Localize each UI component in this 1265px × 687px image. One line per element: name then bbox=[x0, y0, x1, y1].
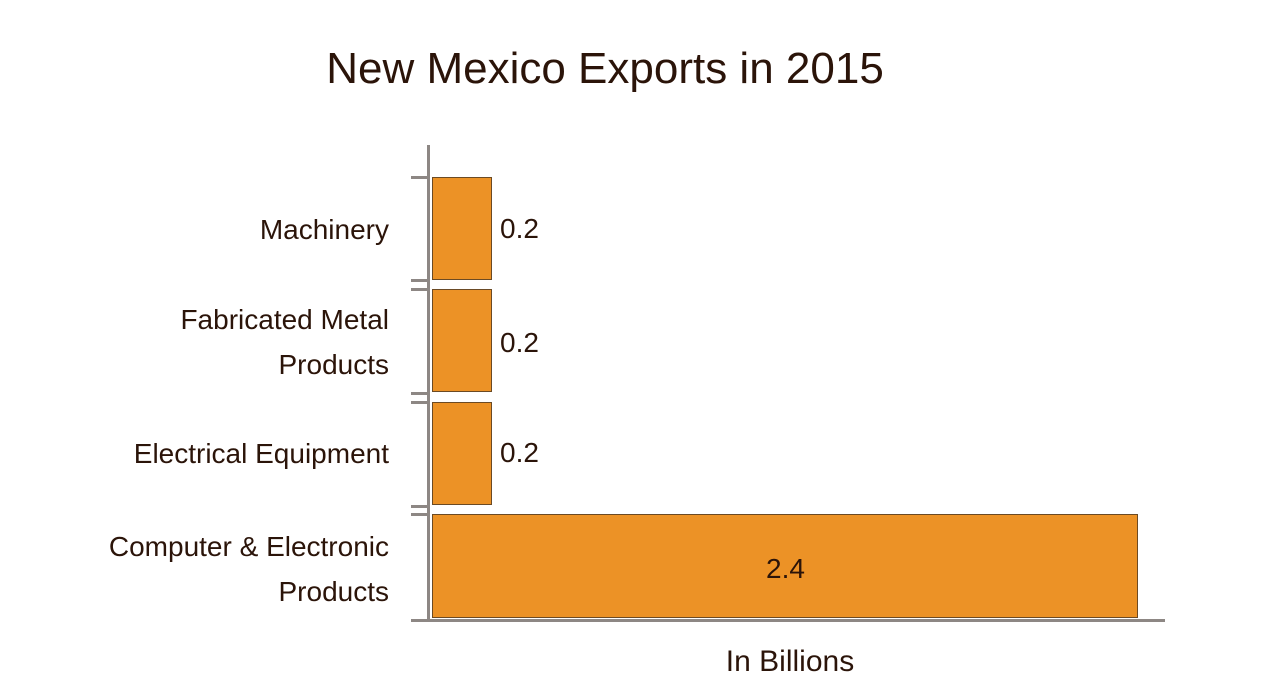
bar-fabricated-metal-products bbox=[432, 289, 492, 392]
category-label-line: Electrical Equipment bbox=[133, 438, 389, 469]
y-axis-tick bbox=[411, 401, 429, 404]
y-axis-tick bbox=[411, 505, 429, 508]
bar-machinery bbox=[432, 177, 492, 280]
bar-computer-electronic-products bbox=[432, 514, 1138, 618]
y-axis-tick bbox=[411, 176, 429, 179]
category-label-line: Machinery bbox=[259, 214, 389, 245]
value-label: 0.2 bbox=[500, 437, 539, 468]
y-axis-line bbox=[427, 145, 430, 622]
category-label-line: Computer & Electronic bbox=[108, 531, 389, 562]
x-axis-label: In Billions bbox=[725, 645, 855, 678]
category-label-computer-electronic-products: Computer & Electronic Products bbox=[109, 524, 389, 614]
chart-title: New Mexico Exports in 2015 bbox=[326, 44, 884, 93]
y-axis-tick bbox=[411, 288, 429, 291]
bar-electrical-equipment bbox=[432, 402, 492, 505]
value-label: 2.4 bbox=[766, 553, 805, 584]
y-axis-tick bbox=[411, 513, 429, 516]
value-label: 0.2 bbox=[500, 327, 539, 358]
x-axis-line bbox=[411, 619, 1165, 622]
category-label-fabricated-metal-products: Fabricated Metal Products bbox=[180, 297, 389, 387]
category-label-line: Products bbox=[278, 349, 390, 380]
category-label-electrical-equipment: Electrical Equipment bbox=[134, 431, 389, 476]
y-axis-tick bbox=[411, 279, 429, 282]
category-label-machinery: Machinery bbox=[260, 207, 389, 252]
category-label-line: Fabricated Metal bbox=[180, 304, 389, 335]
category-label-line: Products bbox=[278, 576, 390, 607]
y-axis-tick bbox=[411, 392, 429, 395]
value-label: 0.2 bbox=[500, 213, 539, 244]
